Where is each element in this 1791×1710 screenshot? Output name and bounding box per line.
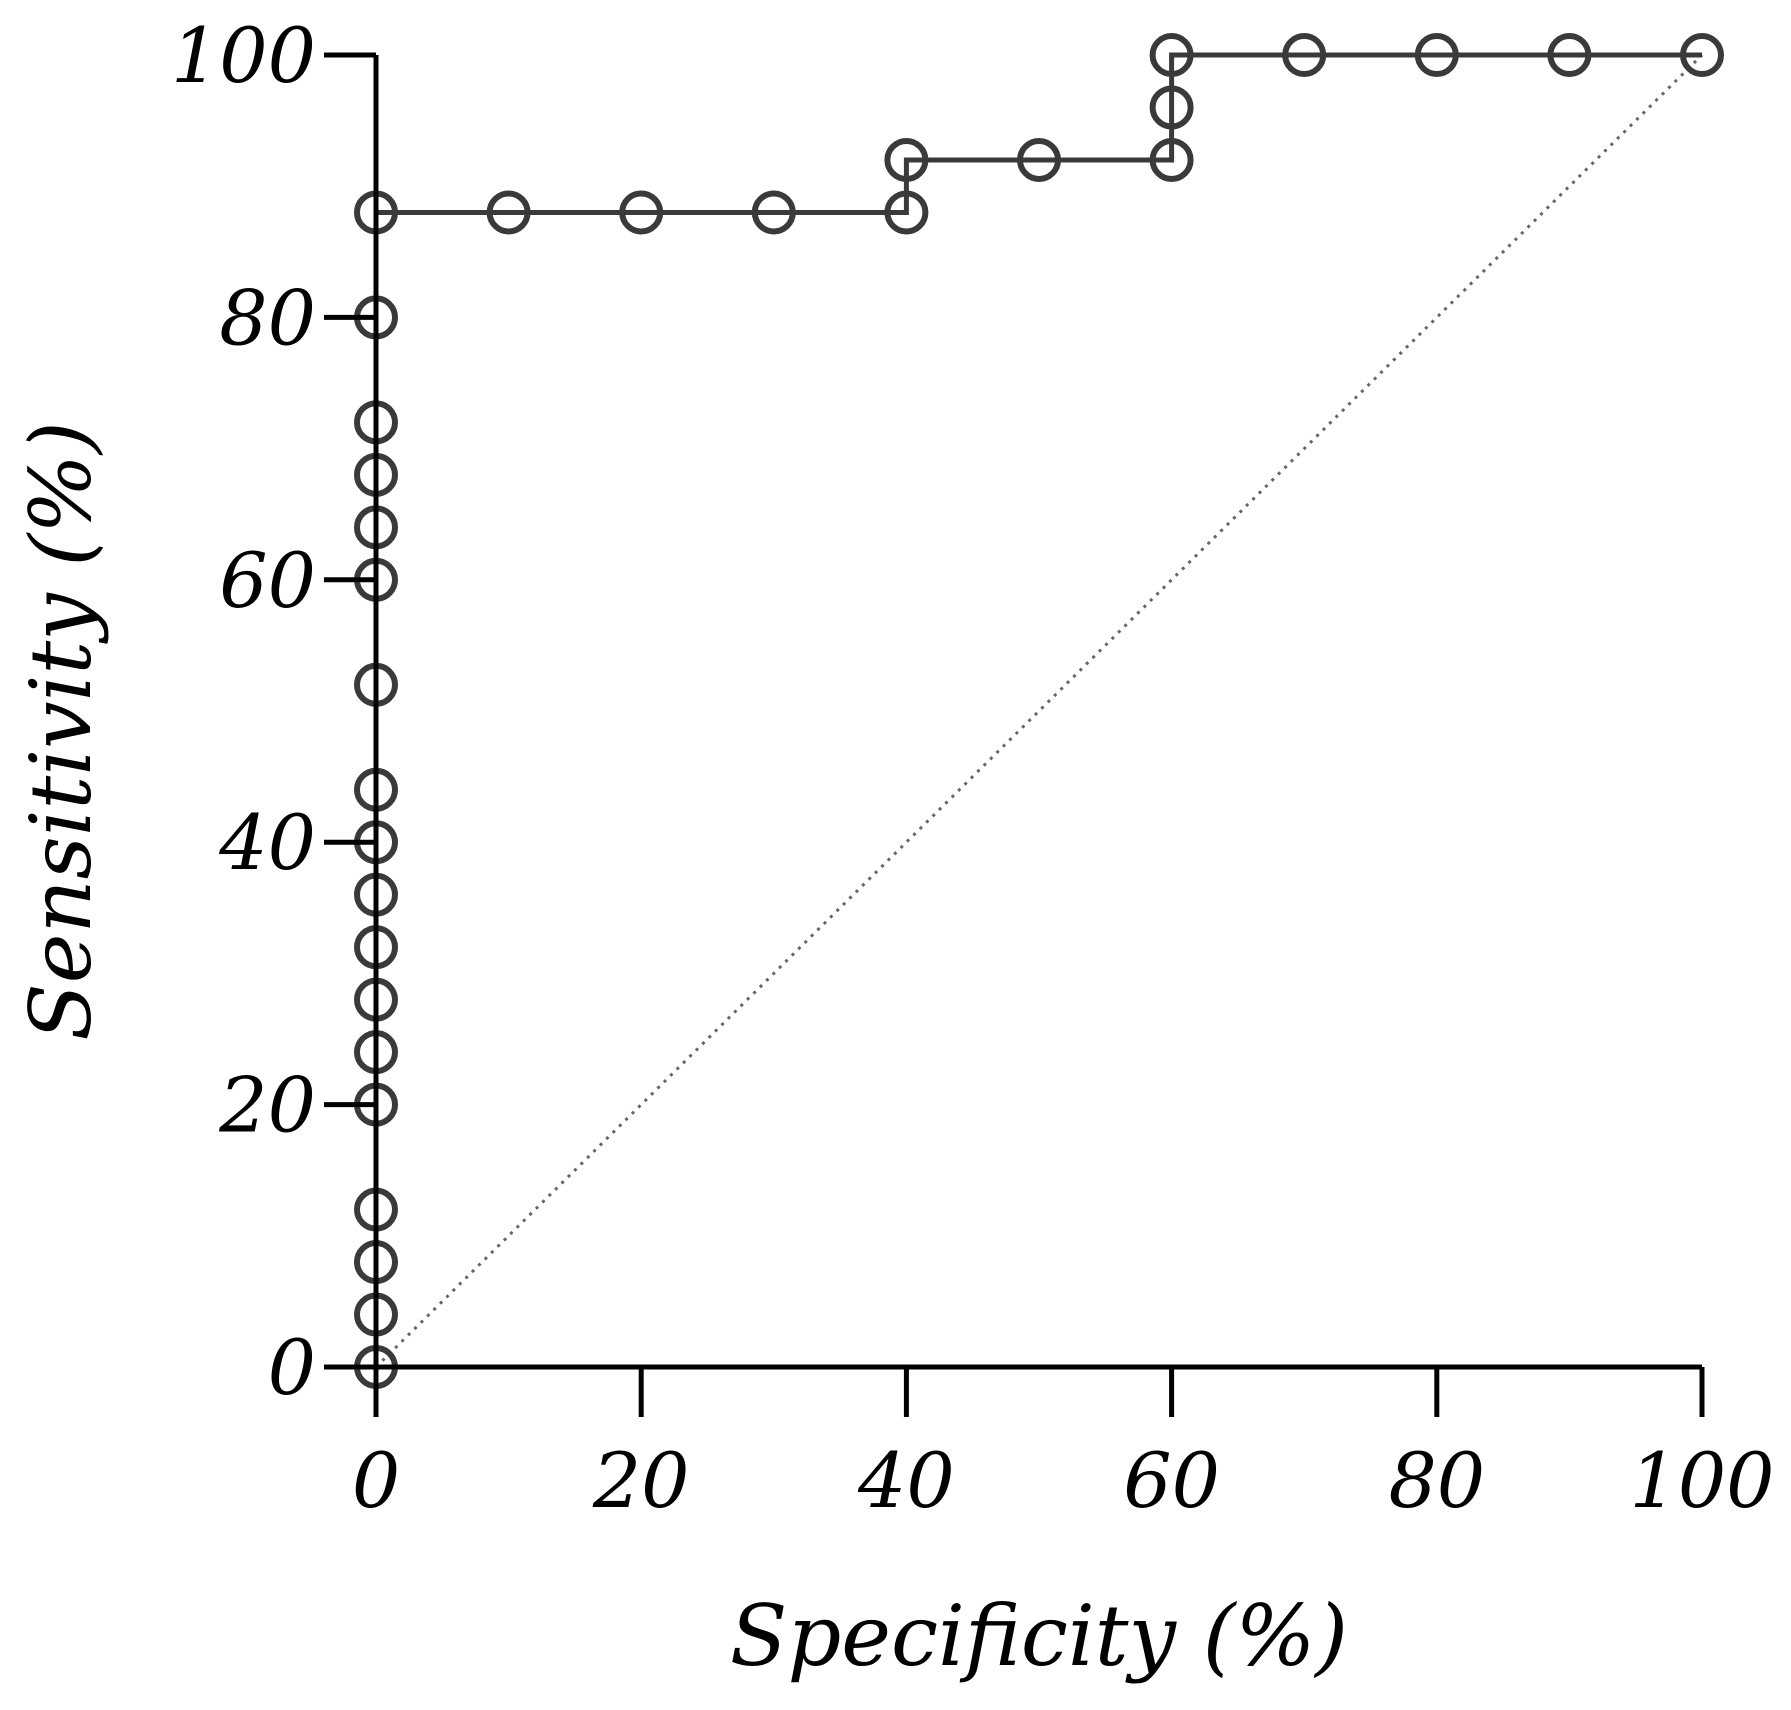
x-axis-title: Specificity (%) — [730, 1587, 1348, 1685]
x-tick-label: 20 — [592, 1436, 690, 1525]
x-tick-label: 60 — [1123, 1436, 1220, 1525]
y-tick-label: 80 — [219, 273, 316, 362]
y-tick-label: 20 — [218, 1061, 316, 1150]
roc-point-marker — [1680, 33, 1724, 77]
reference-diagonal-line — [374, 53, 1704, 1369]
y-axis-title: Sensitivity (%) — [12, 421, 110, 1041]
x-tick-label: 40 — [857, 1436, 955, 1525]
roc-point-marker — [1017, 137, 1061, 182]
x-tick-label: 100 — [1629, 1436, 1774, 1525]
roc-point-marker — [884, 137, 929, 182]
reference-line-layer — [374, 53, 1704, 1369]
roc-point-marker — [884, 190, 929, 235]
roc-point-marker — [1547, 33, 1592, 77]
y-tick-label: 0 — [268, 1323, 316, 1412]
y-tick-label: 40 — [218, 798, 316, 887]
roc-point-marker — [1282, 33, 1327, 77]
roc-point-marker — [619, 190, 664, 235]
roc-point-marker — [1414, 33, 1459, 77]
roc-point-marker — [486, 190, 531, 235]
roc-point-marker — [751, 190, 796, 235]
roc-point-marker — [1149, 33, 1194, 77]
roc-point-marker — [1149, 85, 1194, 130]
x-tick-label: 80 — [1388, 1436, 1485, 1525]
x-tick-label: 0 — [352, 1436, 400, 1525]
axis-layer — [324, 52, 1705, 1417]
y-tick-label: 60 — [219, 536, 316, 625]
y-tick-label: 100 — [171, 11, 316, 100]
roc-point-marker — [1149, 137, 1194, 182]
label-layer: 0 20 40 60 80 100 0 20 40 60 80 100 — [171, 11, 1775, 1525]
